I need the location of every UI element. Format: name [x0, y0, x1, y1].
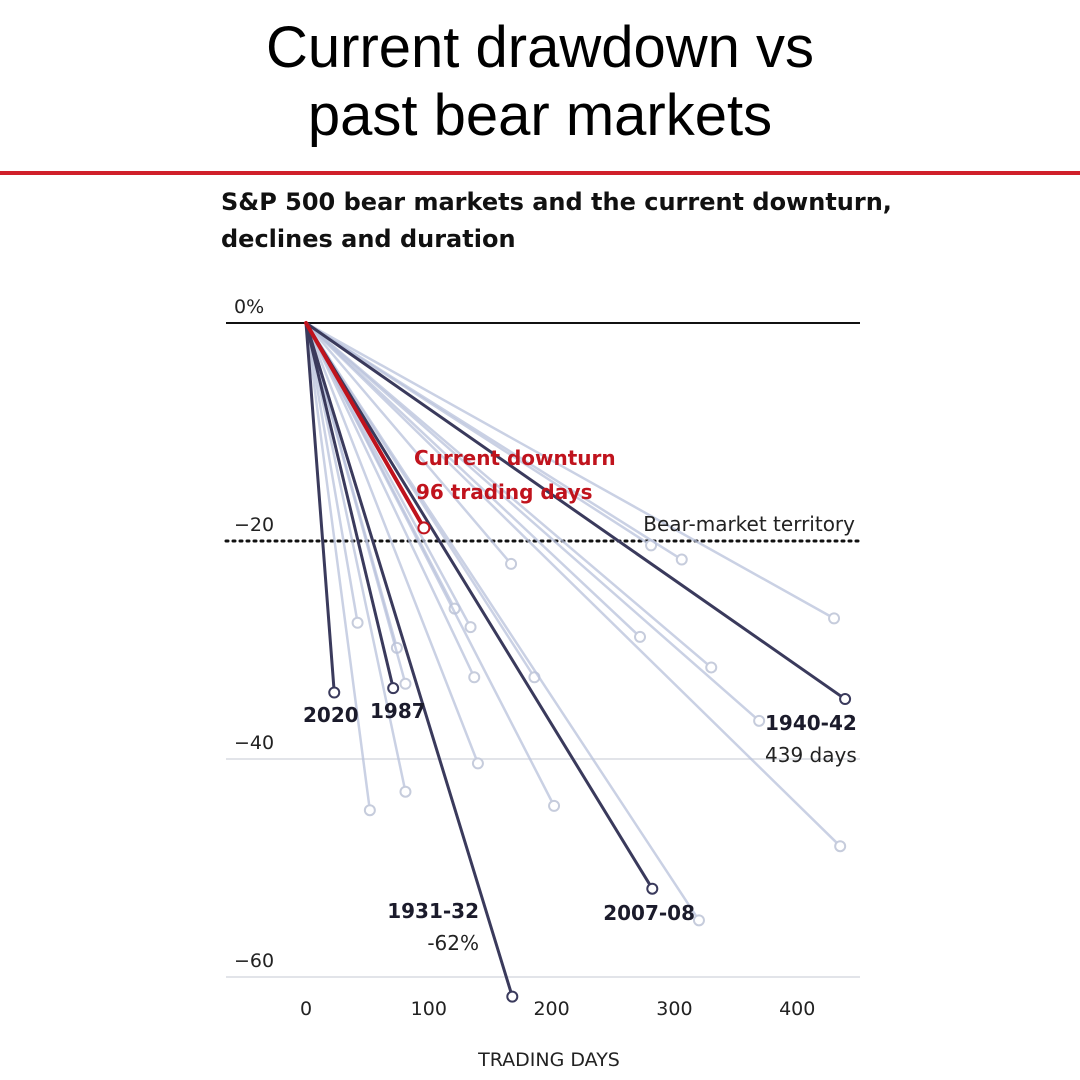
series-faded-endpoint — [464, 621, 477, 634]
series-faded-line — [304, 321, 372, 812]
series-faded-endpoint — [399, 677, 412, 690]
label-1931-32-pct: -62% — [427, 931, 479, 955]
x-axis-title: TRADING DAYS — [477, 1049, 620, 1071]
threshold-label: Bear-market territory — [643, 512, 855, 536]
label-2020: 2020 — [303, 703, 359, 727]
series-2007-08-line — [304, 321, 654, 891]
series-faded-line — [304, 321, 359, 624]
y-tick-label: 0% — [234, 296, 264, 318]
series-current-downturn-endpoint — [417, 521, 431, 535]
series-1940-42-endpoint — [839, 693, 852, 706]
series-faded-line — [304, 321, 480, 765]
series-1931-32-endpoint — [506, 990, 519, 1003]
series-faded-line — [304, 321, 761, 723]
series-faded-endpoint — [834, 840, 847, 853]
highlight-series-layer — [304, 321, 852, 1003]
series-faded-endpoint — [675, 553, 688, 566]
series-2007-08-endpoint — [646, 882, 659, 895]
headline-line-2: past bear markets — [307, 83, 773, 148]
series-faded-line — [304, 321, 407, 686]
x-tick-label: 400 — [779, 998, 815, 1020]
x-tick-label: 0 — [300, 998, 312, 1020]
y-tick-label: −20 — [234, 514, 274, 536]
series-faded-endpoint — [399, 785, 412, 798]
series-faded-endpoint — [548, 799, 561, 812]
series-1931-32-line — [304, 321, 514, 999]
headline-line-1: Current drawdown vs — [266, 15, 814, 80]
x-tick-label: 300 — [656, 998, 692, 1020]
series-1987-line — [304, 321, 395, 690]
y-tick-label: −40 — [234, 732, 274, 754]
series-2020-line — [304, 321, 336, 695]
current-downturn-days-label: 96 trading days — [416, 480, 593, 504]
red-divider-rule — [0, 171, 1080, 175]
series-faded-endpoint — [363, 804, 376, 817]
series-1940-42-line — [304, 321, 847, 701]
x-tick-label: 200 — [533, 998, 569, 1020]
series-faded-line — [304, 321, 713, 669]
faded-series-layer — [304, 321, 847, 927]
label-1940-42-days: 439 days — [765, 743, 857, 767]
series-faded-endpoint — [692, 914, 705, 927]
series-1987-endpoint — [387, 682, 400, 695]
series-faded-line — [304, 321, 836, 620]
series-faded-line — [304, 321, 513, 566]
label-2007-08: 2007-08 — [603, 901, 695, 925]
series-faded-endpoint — [753, 714, 766, 727]
series-faded-line — [304, 321, 476, 679]
chart-title: S&P 500 bear markets and the current dow… — [221, 188, 892, 253]
series-faded-endpoint — [471, 757, 484, 770]
series-faded-line — [304, 321, 642, 639]
grid-layer: 0% −20 −40 −60 0 100 200 300 400 — [224, 296, 862, 1020]
label-1931-32: 1931-32 — [387, 899, 479, 923]
headline: Current drawdown vs past bear markets — [0, 14, 1080, 150]
series-faded-endpoint — [505, 557, 518, 570]
x-tick-label: 100 — [411, 998, 447, 1020]
series-faded-line — [304, 321, 684, 561]
label-1987: 1987 — [370, 699, 426, 723]
y-tick-label: −60 — [234, 950, 274, 972]
series-faded-line — [304, 321, 842, 848]
series-faded-line — [304, 321, 556, 808]
series-faded-endpoint — [705, 661, 718, 674]
series-faded-endpoint — [634, 630, 647, 643]
series-faded-endpoint — [351, 616, 364, 629]
label-1940-42: 1940-42 — [765, 711, 857, 735]
series-faded-line — [304, 321, 701, 922]
series-2020-endpoint — [328, 686, 341, 699]
series-faded-endpoint — [828, 612, 841, 625]
series-faded-line — [304, 321, 407, 793]
current-downturn-label: Current downturn — [414, 446, 616, 470]
series-current-downturn-line — [304, 321, 426, 530]
series-faded-endpoint — [468, 671, 481, 684]
